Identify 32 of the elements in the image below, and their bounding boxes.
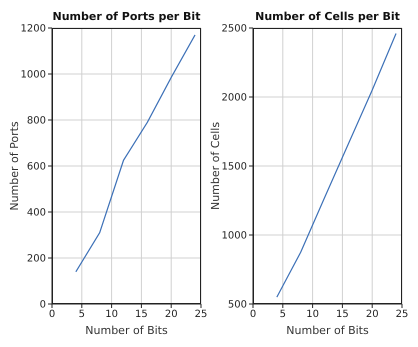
x-tick-label: 5 (78, 309, 85, 320)
x-axis-title: Number of Bits (286, 324, 369, 337)
chart-title: Number of Cells per Bit (254, 10, 401, 23)
y-tick-label: 500 (228, 300, 247, 311)
line-series (276, 32, 397, 298)
x-tick-label: 0 (250, 309, 256, 320)
y-tick-label: 2000 (222, 92, 247, 104)
y-tick-label: 2500 (222, 24, 247, 35)
y-tick-label: 1000 (222, 230, 247, 242)
y-tick-label: 800 (26, 116, 46, 127)
y-tick-label: 1200 (20, 24, 46, 35)
x-tick-label: 20 (366, 309, 379, 320)
x-tick-label: 15 (336, 309, 349, 320)
y-tick-label: 400 (26, 208, 46, 219)
y-axis-title: Number of Cells (208, 122, 222, 210)
y-tick-label: 1000 (20, 70, 46, 81)
y-axis-title: Number of Ports (8, 121, 21, 211)
x-tick-label: 0 (48, 309, 56, 320)
y-tick-label: 0 (40, 300, 46, 311)
y-tick-label: 600 (26, 162, 46, 173)
x-tick-label: 20 (164, 309, 178, 320)
y-tick-label: 1500 (222, 162, 247, 173)
chart-title: Number of Ports per Bit (52, 10, 201, 23)
y-tick-label: 200 (26, 254, 46, 265)
x-tick-label: 15 (135, 309, 148, 320)
x-tick-label: 10 (306, 309, 319, 320)
x-axis-title: Number of Bits (85, 324, 168, 337)
x-tick-label: 10 (105, 309, 118, 320)
line-series (75, 34, 196, 272)
x-tick-label: 25 (194, 309, 208, 320)
x-tick-label: 25 (396, 309, 408, 320)
x-tick-label: 5 (280, 309, 286, 320)
